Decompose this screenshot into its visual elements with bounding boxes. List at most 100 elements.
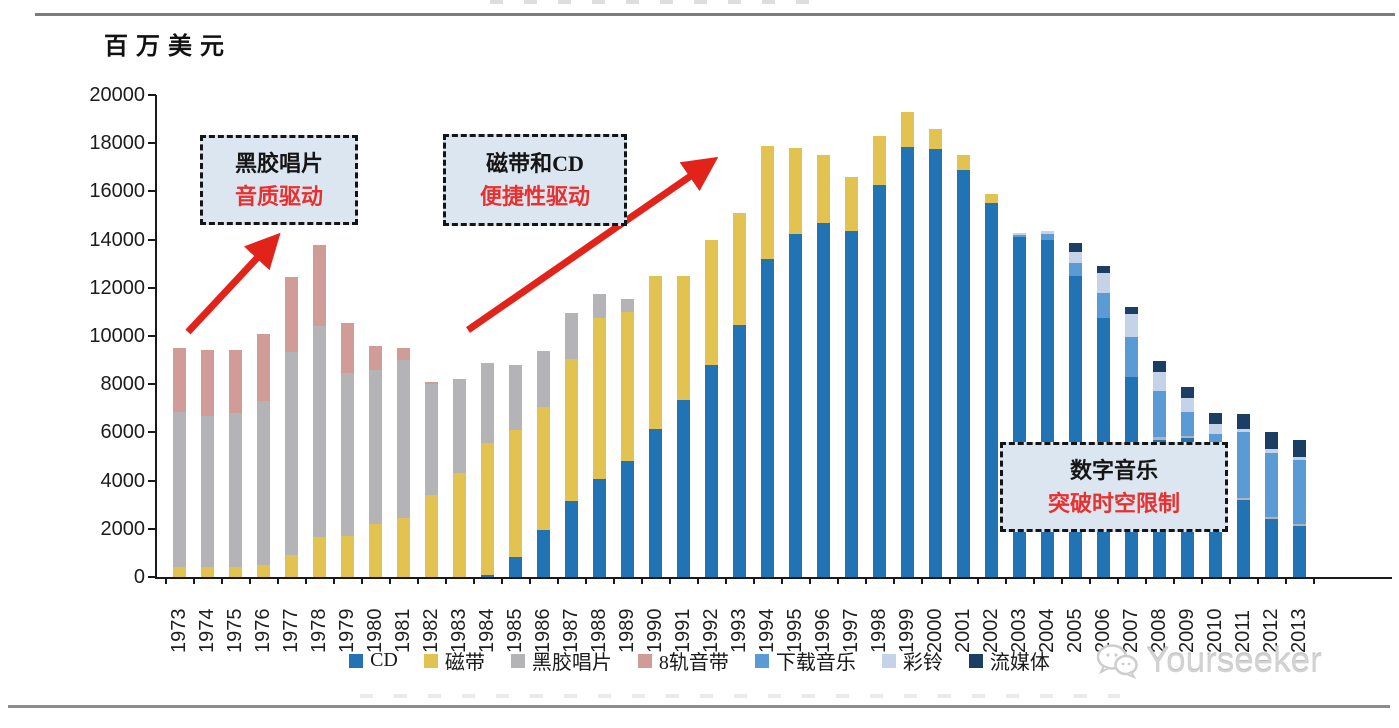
legend-label: 下载音乐 bbox=[775, 652, 856, 674]
legend-swatch bbox=[754, 653, 769, 668]
y-tick-label: 12000 bbox=[89, 276, 145, 299]
bar-segment bbox=[900, 146, 914, 577]
bar-segment bbox=[704, 364, 718, 577]
bar-segment bbox=[312, 537, 326, 577]
x-tick-label: 2002 bbox=[980, 608, 1002, 654]
bar-segment bbox=[1068, 243, 1082, 252]
bar-segment bbox=[1124, 314, 1138, 338]
y-tick-label: 6000 bbox=[100, 421, 146, 444]
bar-segment bbox=[452, 379, 466, 474]
bar-segment bbox=[368, 369, 382, 524]
x-tick bbox=[361, 577, 363, 584]
bar-segment bbox=[872, 136, 886, 186]
bar-segment bbox=[396, 348, 410, 361]
x-tick bbox=[277, 577, 279, 584]
x-tick bbox=[1033, 577, 1035, 584]
bar-segment bbox=[732, 325, 746, 577]
bar-segment bbox=[1236, 499, 1250, 577]
bar-segment bbox=[984, 193, 998, 204]
bar-segment bbox=[1292, 524, 1306, 527]
annotation-vinyl-title: 黑胶唱片 bbox=[234, 151, 323, 176]
x-tick bbox=[557, 577, 559, 584]
bar-segment bbox=[1292, 526, 1306, 577]
annotation-digital-title: 数字音乐 bbox=[1069, 458, 1158, 483]
x-tick bbox=[1313, 577, 1315, 584]
bar-segment bbox=[1068, 262, 1082, 276]
x-tick bbox=[949, 577, 951, 584]
bar-segment bbox=[564, 313, 578, 359]
x-tick-label: 1984 bbox=[476, 608, 498, 654]
bar-segment bbox=[592, 293, 606, 318]
bar-segment bbox=[508, 430, 522, 557]
bar-segment bbox=[1180, 397, 1194, 412]
x-tick-label: 1998 bbox=[868, 608, 890, 654]
bar-segment bbox=[424, 495, 438, 577]
bar-segment bbox=[1208, 423, 1222, 434]
bar-segment bbox=[844, 231, 858, 577]
wechat-icon bbox=[1096, 644, 1138, 680]
x-tick-label: 1997 bbox=[840, 608, 862, 654]
bar-segment bbox=[788, 233, 802, 577]
plot-area: 0 2000 4000 6000 8000 10000 12000 14000 16000 180… bbox=[89, 84, 1392, 653]
legend-swatch bbox=[510, 653, 525, 668]
x-tick-label: 1992 bbox=[700, 608, 722, 654]
x-tick bbox=[473, 577, 475, 584]
x-tick bbox=[1005, 577, 1007, 584]
x-tick bbox=[781, 577, 783, 584]
legend-swatch bbox=[637, 653, 652, 668]
x-tick bbox=[193, 577, 195, 584]
x-tick-label: 1988 bbox=[588, 608, 610, 654]
x-tick bbox=[1257, 577, 1259, 584]
x-tick bbox=[1173, 577, 1175, 584]
bar-segment bbox=[536, 407, 550, 530]
bar-segment bbox=[1292, 439, 1306, 457]
bar-segment bbox=[256, 333, 270, 402]
x-tick-label: 1983 bbox=[448, 608, 470, 654]
x-tick-label: 1976 bbox=[252, 608, 274, 654]
top-rule bbox=[35, 13, 1395, 16]
bar-segment bbox=[648, 428, 662, 577]
x-tick-label: 1977 bbox=[280, 608, 302, 654]
bar-segment bbox=[1236, 432, 1250, 498]
bar-segment bbox=[396, 518, 410, 577]
bar-segment bbox=[172, 567, 186, 577]
bar-segment bbox=[228, 350, 242, 414]
y-tick bbox=[148, 335, 156, 337]
bar-segment bbox=[1180, 436, 1194, 439]
bar-segment bbox=[844, 177, 858, 232]
x-tick bbox=[921, 577, 923, 584]
legend-label: 黑胶唱片 bbox=[531, 652, 612, 674]
bar-segment bbox=[1012, 233, 1026, 235]
bar-segment bbox=[312, 244, 326, 327]
legend-swatch bbox=[881, 653, 896, 668]
bar-segment bbox=[256, 401, 270, 565]
bar-segment bbox=[1096, 273, 1110, 293]
bar-segment bbox=[480, 443, 494, 575]
x-tick bbox=[669, 577, 671, 584]
x-tick-label: 1973 bbox=[168, 608, 190, 654]
bar-segment bbox=[676, 399, 690, 577]
chart-legend: CD 磁带 黑胶唱片 8轨音带 下载音乐 彩铃 流媒体 bbox=[0, 646, 1399, 675]
legend-label: 8轨音带 bbox=[658, 652, 729, 674]
y-tick bbox=[148, 190, 156, 193]
bar-segment bbox=[1292, 456, 1306, 461]
bar-segment bbox=[424, 381, 438, 385]
legend-swatch bbox=[349, 653, 364, 668]
y-tick bbox=[148, 142, 156, 145]
x-tick bbox=[865, 577, 867, 584]
bar-segment bbox=[340, 322, 354, 374]
bar-segment bbox=[620, 461, 634, 577]
bar-segment bbox=[228, 413, 242, 568]
legend-item: 彩铃 bbox=[881, 646, 943, 675]
x-tick bbox=[893, 577, 895, 584]
x-tick bbox=[445, 577, 447, 584]
bar-segment bbox=[760, 145, 774, 259]
bar-segment bbox=[172, 412, 186, 568]
annotation-tape-cd-title: 磁带和CD bbox=[486, 151, 584, 176]
bar-segment bbox=[368, 524, 382, 577]
x-tick-label: 1974 bbox=[196, 608, 218, 654]
legend-label: CD bbox=[370, 649, 398, 671]
bar-segment bbox=[676, 275, 690, 400]
y-axis-unit-label: 百万美元 bbox=[104, 34, 232, 60]
x-tick bbox=[1117, 577, 1119, 584]
